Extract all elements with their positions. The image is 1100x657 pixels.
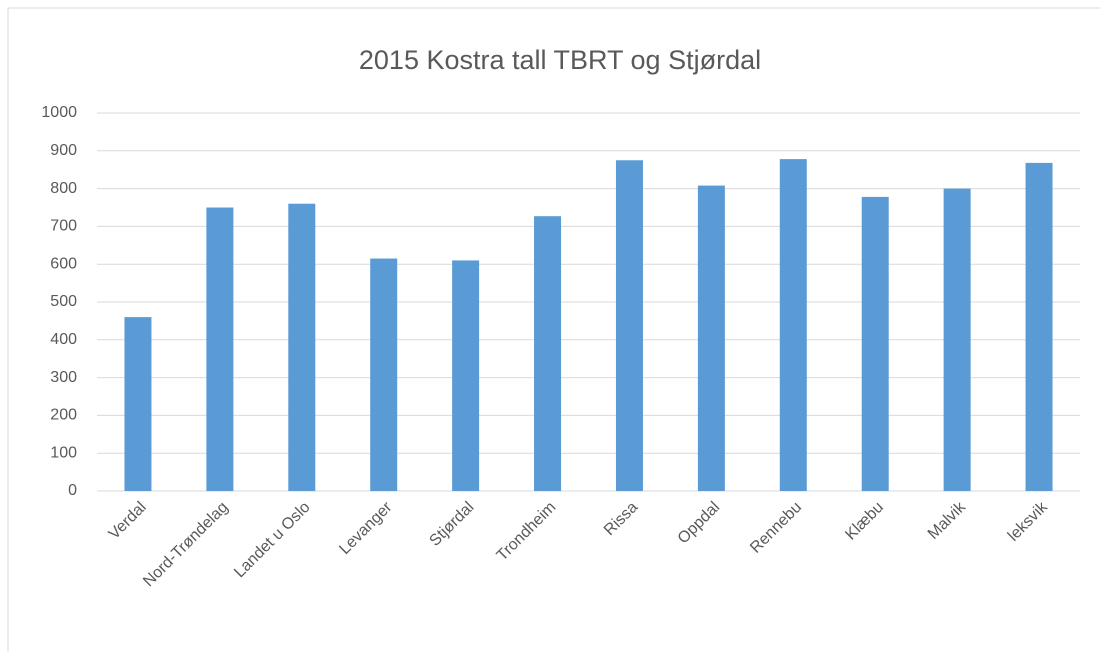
y-tick-label: 900 <box>50 142 77 159</box>
y-tick-label: 1000 <box>41 104 77 121</box>
chart-title: 2015 Kostra tall TBRT og Stjørdal <box>359 45 761 75</box>
y-tick-label: 600 <box>50 255 77 272</box>
y-tick-label: 700 <box>50 218 77 235</box>
bar <box>1025 162 1053 491</box>
y-tick-label: 300 <box>50 369 77 386</box>
y-tick-label: 200 <box>50 407 77 424</box>
bar <box>697 185 725 492</box>
bar <box>534 216 562 491</box>
bar <box>124 317 152 491</box>
y-tick-label: 800 <box>50 180 77 197</box>
bar <box>779 159 807 491</box>
bar <box>943 188 971 491</box>
bar <box>615 160 643 491</box>
bar <box>370 258 398 491</box>
y-tick-label: 400 <box>50 331 77 348</box>
y-tick-label: 500 <box>50 293 77 310</box>
bar <box>452 260 480 491</box>
bar <box>206 207 234 491</box>
bar <box>861 196 889 491</box>
y-tick-label: 0 <box>68 482 77 499</box>
bar <box>288 203 316 491</box>
y-tick-label: 100 <box>50 444 77 461</box>
